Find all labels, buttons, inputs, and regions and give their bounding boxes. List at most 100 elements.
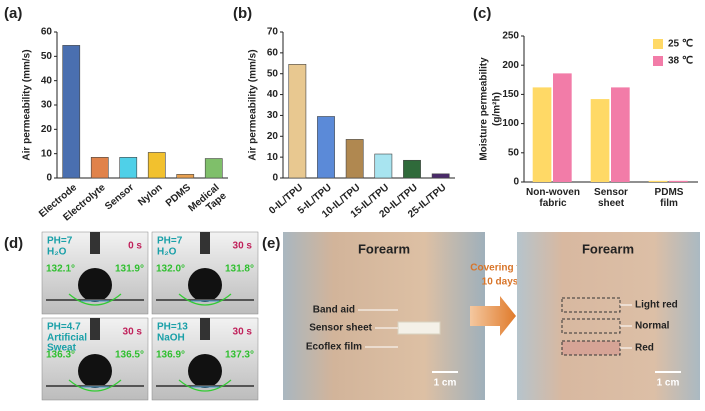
panel-label: (b) (233, 5, 252, 22)
medium-label: NaOH (157, 333, 185, 344)
bar (90, 157, 109, 179)
angle-arc (178, 379, 232, 392)
bar (345, 139, 364, 179)
panel-label: (d) (4, 235, 23, 252)
bar (532, 87, 552, 182)
angle-label: 137.3° (225, 350, 254, 361)
bar (374, 153, 393, 179)
y-tick-label: 20 (41, 124, 53, 135)
ph-label: PH=13 (157, 322, 188, 333)
y-tick-label: 100 (502, 118, 519, 129)
legend-label: 25 ℃ (668, 39, 693, 50)
angle-label: 131.9° (115, 264, 144, 275)
callout: Ecoflex film (306, 342, 362, 353)
bar (288, 64, 307, 179)
bar (403, 159, 421, 179)
callout: Sensor sheet (309, 323, 372, 334)
needle (200, 318, 210, 340)
bar (590, 99, 610, 182)
droplet (78, 354, 112, 388)
legend-swatch (653, 39, 663, 49)
bar (317, 116, 335, 179)
label-line: Nylon (136, 182, 164, 208)
photo-title: Forearm (582, 241, 634, 256)
bar (669, 180, 688, 182)
bar (204, 158, 223, 179)
y-tick-label: 70 (267, 27, 279, 38)
callout: Light red (635, 300, 678, 311)
arrow (470, 296, 516, 336)
time-label: 30 s (233, 241, 253, 252)
panel-label: (e) (262, 235, 280, 252)
y-tick-label: 50 (508, 147, 520, 158)
bar (176, 174, 195, 179)
medium-label: Artificial (47, 333, 87, 344)
label-line: Sensor (594, 187, 628, 198)
y-tick-label: 60 (267, 47, 279, 58)
ph-label: PH=4.7 (47, 322, 81, 333)
panel-label: (a) (4, 5, 22, 22)
bar (611, 87, 630, 182)
bar (147, 152, 166, 179)
y-tick-label: 60 (41, 27, 53, 38)
angle-label: 132.1° (46, 264, 75, 275)
callout: Red (635, 343, 654, 354)
y-axis-title: Air permeability (mm/s) (248, 49, 259, 160)
bar (553, 73, 572, 182)
photo (517, 232, 700, 400)
label-line: film (660, 198, 678, 209)
angle-label: 136.3° (46, 350, 75, 361)
arrow-label: 10 days (482, 277, 519, 288)
y-tick-label: 150 (502, 89, 519, 100)
medium-label: H₂O (157, 247, 177, 258)
ph-label: PH=7 (47, 236, 73, 247)
legend-label: 38 ℃ (668, 56, 693, 67)
x-tick-label: Sensor sheet (594, 187, 628, 209)
time-label: 30 s (123, 327, 143, 338)
time-label: 30 s (233, 327, 253, 338)
droplet (188, 354, 222, 388)
label-line: Non-woven (526, 187, 580, 198)
photo (283, 232, 485, 400)
needle (90, 232, 100, 254)
x-tick-label: Sensor (103, 182, 136, 212)
needle (200, 232, 210, 254)
sensor-sheet (397, 321, 441, 335)
region-box (561, 340, 621, 356)
y-tick-label: 0 (272, 173, 278, 184)
y-tick-label: 30 (267, 110, 279, 121)
time-label: 0 s (128, 241, 142, 252)
y-tick-label: 30 (41, 100, 53, 111)
x-tick-label: PDMS film (655, 187, 684, 209)
label-line: fabric (539, 198, 567, 209)
arrow-label: Covering for (470, 263, 530, 274)
y-tick-label: 0 (46, 173, 52, 184)
angle-arc (68, 293, 122, 306)
scale-label: 1 cm (657, 378, 680, 389)
y-tick-label: 0 (513, 177, 519, 188)
y-tick-label: 20 (267, 131, 279, 142)
angle-arc (68, 379, 122, 392)
x-tick-label: MedicalTape (186, 182, 229, 223)
legend-swatch (653, 56, 663, 66)
ph-label: PH=7 (157, 236, 183, 247)
label-line: Sensor (103, 182, 136, 212)
angle-label: 132.0° (156, 264, 185, 275)
label-line: sheet (598, 198, 625, 209)
y-tick-label: 50 (267, 68, 279, 79)
y-tick-label: 10 (267, 152, 279, 163)
y-tick-label: 200 (502, 60, 519, 71)
y-tick-label: 50 (41, 51, 53, 62)
callout: Band aid (313, 305, 355, 316)
droplet (188, 268, 222, 302)
y-axis-title: Moisture permeability (479, 57, 490, 161)
bar (119, 157, 138, 179)
y-tick-label: 40 (41, 75, 53, 86)
label-line: PDMS (655, 187, 684, 198)
y-tick-label: 40 (267, 89, 279, 100)
angle-label: 136.5° (115, 350, 144, 361)
scale-label: 1 cm (434, 378, 457, 389)
bar (431, 173, 450, 179)
